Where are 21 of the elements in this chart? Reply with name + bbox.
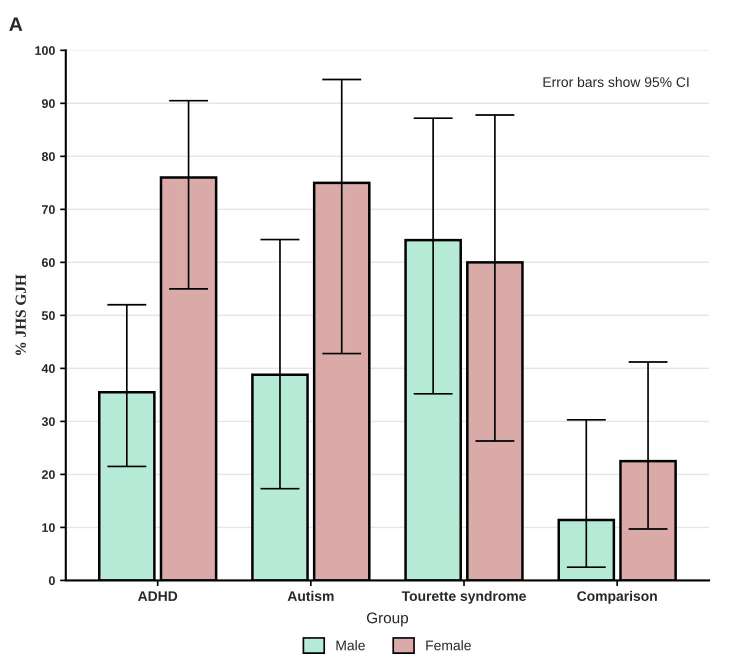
y-tick-label: 60 bbox=[42, 258, 55, 268]
y-tick-label: 50 bbox=[42, 311, 55, 320]
chart-title: A bbox=[9, 17, 22, 31]
y-tick-label: 30 bbox=[42, 417, 55, 426]
x-tick-label: Tourette syndrome bbox=[402, 590, 526, 604]
legend-label: Male bbox=[336, 640, 365, 650]
y-tick-label: 40 bbox=[42, 364, 55, 374]
x-tick-label: ADHD bbox=[138, 591, 178, 601]
y-axis-title: % JHS GJH bbox=[16, 274, 26, 355]
y-tick-label: 80 bbox=[42, 152, 55, 161]
y-tick-label: 0 bbox=[48, 576, 55, 586]
legend-label: Female bbox=[426, 640, 471, 650]
annotation: Error bars show 95% CI bbox=[543, 76, 688, 88]
y-tick-label: 10 bbox=[42, 523, 55, 532]
x-tick-label: Comparison bbox=[577, 590, 657, 604]
y-tick-label: 70 bbox=[42, 205, 55, 214]
x-tick-label: Autism bbox=[288, 590, 334, 602]
y-tick-label: 90 bbox=[42, 99, 55, 108]
y-tick-label: 20 bbox=[42, 470, 55, 480]
x-axis-title: Group bbox=[366, 612, 408, 626]
y-tick-label: 100 bbox=[35, 46, 55, 55]
